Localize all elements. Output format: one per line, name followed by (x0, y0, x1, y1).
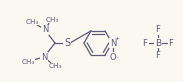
Text: ⁻: ⁻ (116, 57, 119, 62)
Text: F: F (156, 26, 160, 35)
Text: O: O (110, 52, 116, 62)
Text: CH₃: CH₃ (25, 19, 39, 25)
Text: CH₃: CH₃ (48, 63, 62, 69)
Text: N: N (110, 39, 116, 47)
Text: F: F (169, 39, 173, 47)
Text: N: N (42, 26, 48, 35)
Text: S: S (64, 38, 70, 48)
Text: F: F (156, 51, 160, 61)
Text: N: N (41, 52, 47, 62)
Text: +: + (114, 36, 120, 41)
Text: CH₃: CH₃ (45, 17, 59, 23)
Text: CH₃: CH₃ (21, 59, 35, 65)
Text: B: B (155, 39, 161, 47)
Text: F: F (143, 39, 147, 47)
